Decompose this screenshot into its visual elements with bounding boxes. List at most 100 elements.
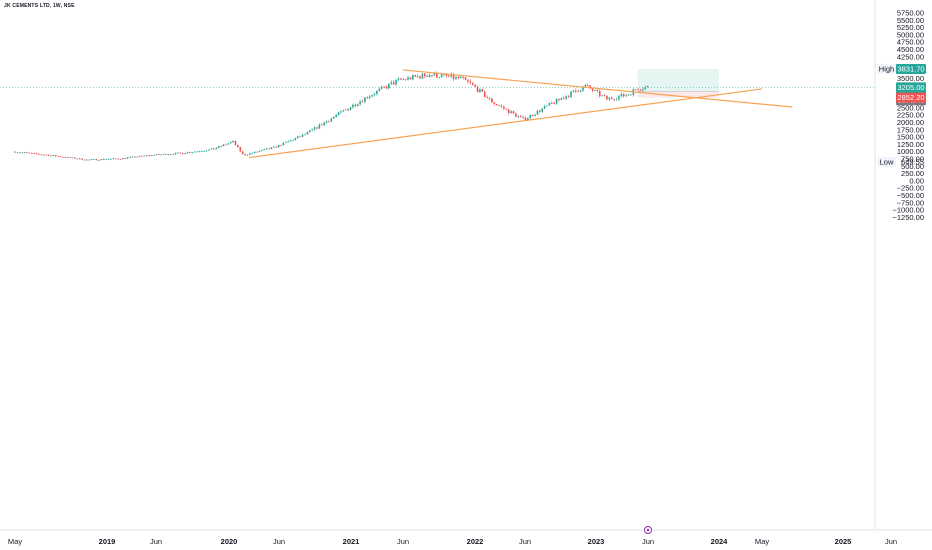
candle [352, 103, 354, 110]
y-tick-label: 1500.00 [897, 133, 924, 142]
y-tick-label: 5000.00 [897, 30, 924, 39]
candle [189, 151, 191, 153]
candle [620, 92, 623, 98]
candle [553, 101, 556, 105]
candle [539, 109, 541, 114]
x-tick-label: 2025 [835, 537, 852, 546]
candle [45, 154, 47, 156]
candle [495, 103, 498, 106]
candle [531, 114, 534, 117]
candle [332, 116, 335, 119]
candle [634, 88, 637, 91]
candle [541, 107, 544, 113]
candle [435, 71, 438, 78]
candle [337, 111, 340, 116]
candle [239, 146, 242, 152]
candle [325, 120, 328, 124]
candle [330, 117, 333, 123]
candle [551, 101, 553, 105]
candle [610, 96, 613, 100]
candle [361, 99, 364, 103]
candle [148, 154, 151, 157]
candle [129, 156, 131, 159]
event-icon[interactable] [644, 526, 652, 534]
candle [421, 72, 424, 80]
candle [606, 94, 608, 101]
candle [296, 135, 299, 139]
candle [249, 153, 251, 155]
candle [344, 109, 347, 111]
x-tick-label: 2020 [221, 537, 238, 546]
candle [618, 94, 620, 102]
candle [627, 93, 630, 96]
candle [356, 103, 359, 107]
x-tick-label: Jun [150, 537, 162, 546]
candle [515, 112, 517, 118]
candle [507, 108, 510, 115]
candle [285, 141, 287, 144]
candle [153, 154, 155, 156]
candle [644, 85, 647, 90]
loss-zone[interactable] [637, 91, 719, 98]
candle [146, 154, 148, 157]
candle [237, 144, 239, 148]
x-tick-label: Jun [885, 537, 897, 546]
candle [402, 77, 405, 80]
y-tick-label: 1250.00 [897, 140, 924, 149]
candle [52, 154, 55, 156]
candle [253, 151, 256, 154]
candle [512, 110, 515, 115]
candle [368, 94, 371, 100]
candle [134, 156, 136, 158]
candle [256, 151, 258, 153]
candle [167, 154, 170, 156]
y-tick-label: −1000.00 [893, 206, 925, 215]
candle [213, 147, 215, 150]
candle [76, 158, 79, 160]
candle [100, 159, 103, 161]
candle [536, 110, 539, 116]
x-tick-label: May [8, 537, 22, 546]
candle [232, 140, 234, 143]
candle [639, 88, 642, 91]
candle [193, 151, 196, 153]
candle [217, 145, 220, 149]
candle [373, 92, 376, 97]
resistance-trendline[interactable] [402, 69, 793, 108]
candle [169, 154, 172, 156]
candle [594, 89, 596, 92]
candle [155, 154, 158, 156]
last-price-tag: 3205.00 [896, 82, 926, 93]
candle [608, 97, 611, 102]
candle [198, 150, 201, 153]
x-tick-label: 2022 [467, 537, 484, 546]
candle [28, 152, 31, 154]
candle [404, 79, 407, 81]
candle [378, 87, 381, 92]
candle [646, 85, 649, 88]
candle [488, 96, 491, 101]
candle [225, 144, 227, 146]
candle [385, 85, 388, 90]
candle [409, 76, 412, 80]
candle [131, 156, 134, 158]
candle [491, 97, 493, 103]
candle [328, 120, 330, 123]
candle [558, 98, 560, 102]
candle [412, 74, 414, 81]
candle [481, 88, 484, 92]
candle [476, 85, 479, 93]
candle [498, 104, 500, 107]
candle [522, 115, 524, 119]
candle [282, 142, 285, 146]
candle [16, 152, 19, 154]
candle [287, 140, 290, 143]
candle [598, 89, 601, 98]
candle [157, 153, 160, 155]
profit-zone[interactable] [637, 69, 719, 92]
support-trendline[interactable] [248, 88, 763, 159]
candle [320, 123, 323, 126]
candle [220, 145, 222, 147]
svg-text:Low: Low [880, 158, 894, 167]
